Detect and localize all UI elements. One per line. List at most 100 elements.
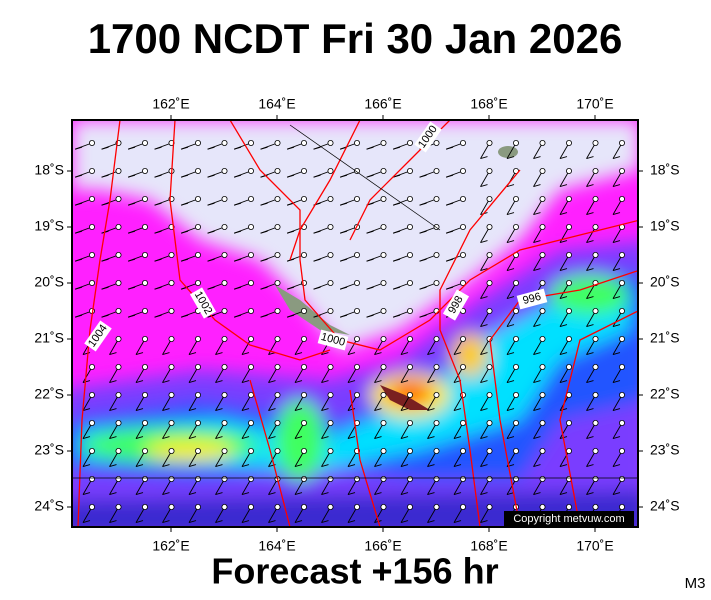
- barb-station: [327, 363, 334, 370]
- barb-station: [539, 391, 546, 398]
- barb-staff: [533, 170, 543, 187]
- barb-station: [327, 251, 334, 258]
- barb-station: [486, 391, 493, 398]
- barb-station: [619, 335, 626, 342]
- barb-staff: [506, 394, 517, 411]
- barb-feather: [215, 464, 223, 468]
- barb-station: [221, 503, 228, 510]
- barb-feather: [154, 230, 162, 234]
- barb-feather: [82, 464, 91, 468]
- barb-staff: [294, 478, 305, 495]
- barb-station: [566, 363, 573, 370]
- barb-feather: [294, 492, 303, 496]
- barb-staff: [82, 478, 93, 495]
- barb-feather: [339, 174, 348, 178]
- barb-feather: [135, 436, 144, 440]
- barb-station: [486, 447, 493, 454]
- barb-feather: [453, 492, 462, 496]
- barb-feather: [215, 492, 223, 496]
- barb-feather: [207, 202, 215, 206]
- barb-staff: [162, 478, 172, 495]
- barb-feather: [162, 352, 170, 356]
- barb-station: [221, 223, 228, 230]
- barb-feather: [506, 296, 515, 300]
- barb-staff: [109, 394, 119, 411]
- barb-station: [486, 335, 493, 342]
- barb-station: [459, 279, 466, 286]
- barb-station: [168, 475, 175, 482]
- barb-station: [592, 503, 599, 510]
- barb-station: [459, 503, 466, 510]
- barb-station: [194, 167, 201, 174]
- barb-staff: [268, 338, 278, 355]
- barb-station: [459, 335, 466, 342]
- latitude-label: 19˚S: [34, 218, 64, 234]
- barb-feather: [260, 146, 268, 150]
- barb-staff: [109, 506, 119, 523]
- barb-station: [300, 167, 307, 174]
- barb-staff: [559, 338, 570, 355]
- barb-staff: [533, 450, 543, 467]
- barb-feather: [533, 380, 541, 384]
- barb-station: [274, 251, 281, 258]
- barb-feather: [260, 314, 268, 318]
- barb-feather: [453, 408, 462, 412]
- barb-station: [300, 251, 307, 258]
- barb-feather: [366, 230, 374, 234]
- barb-staff: [82, 422, 93, 439]
- barb-feather: [480, 380, 488, 384]
- barb-staff: [268, 450, 278, 467]
- forecast-label: Forecast +156 hr: [211, 551, 498, 592]
- barb-feather: [241, 520, 250, 524]
- barb-station: [380, 419, 387, 426]
- barb-feather: [101, 258, 109, 262]
- barb-station: [592, 475, 599, 482]
- barb-station: [300, 391, 307, 398]
- barb-station: [247, 307, 254, 314]
- barb-feather: [586, 380, 594, 384]
- barb-station: [486, 307, 493, 314]
- barb-feather: [419, 286, 427, 290]
- barb-station: [433, 475, 440, 482]
- barb-feather: [506, 324, 515, 328]
- barb-station: [115, 447, 122, 454]
- barb-station: [619, 195, 626, 202]
- barb-feather: [74, 146, 83, 150]
- barb-feather: [101, 286, 109, 290]
- barb-staff: [374, 422, 384, 439]
- barb-feather: [154, 174, 162, 178]
- barb-feather: [506, 184, 515, 188]
- barb-feather: [392, 314, 401, 318]
- barb-staff: [559, 142, 570, 159]
- barb-station: [194, 335, 201, 342]
- barb-staff: [241, 422, 252, 439]
- barb-feather: [339, 286, 348, 290]
- barb-staff: [294, 506, 305, 523]
- barb-feather: [400, 408, 409, 412]
- barb-station: [380, 335, 387, 342]
- barb-feather: [241, 380, 250, 384]
- barb-staff: [347, 394, 358, 411]
- barb-feather: [612, 240, 621, 244]
- barb-station: [115, 503, 122, 510]
- barb-feather: [533, 240, 541, 244]
- barb-staff: [400, 450, 411, 467]
- barb-feather: [419, 258, 427, 262]
- barb-feather: [480, 156, 488, 160]
- barb-feather: [215, 352, 223, 356]
- barb-station: [141, 223, 148, 230]
- barb-feather: [559, 296, 568, 300]
- barb-station: [274, 419, 281, 426]
- barb-station: [539, 195, 546, 202]
- barb-station: [274, 195, 281, 202]
- barb-station: [459, 167, 466, 174]
- barb-station: [459, 223, 466, 230]
- barb-station: [459, 139, 466, 146]
- barb-feather: [366, 286, 374, 290]
- barb-station: [300, 475, 307, 482]
- barb-station: [168, 419, 175, 426]
- barb-feather: [612, 324, 621, 328]
- barb-staff: [135, 338, 146, 355]
- barb-feather: [392, 174, 401, 178]
- barb-staff: [400, 338, 411, 355]
